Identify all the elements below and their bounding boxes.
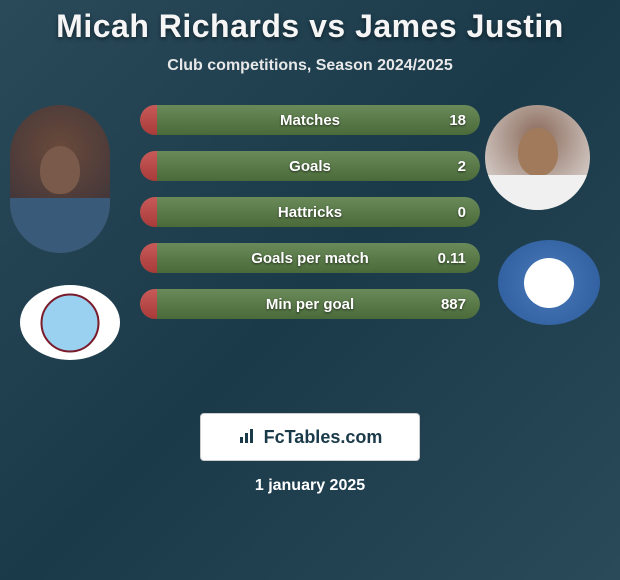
club-badge-left: [20, 285, 120, 360]
stat-label: Goals: [289, 158, 331, 175]
stat-bar-min-per-goal: Min per goal 887: [140, 289, 480, 319]
page-title: Micah Richards vs James Justin: [0, 8, 620, 45]
player-right-photo: [485, 105, 590, 210]
stat-bar-matches: Matches 18: [140, 105, 480, 135]
brand-text: FcTables.com: [264, 427, 383, 448]
club-badge-right: [498, 240, 600, 325]
stat-bar-goals: Goals 2: [140, 151, 480, 181]
chart-icon: [238, 425, 258, 450]
stat-bar-left-fill: [140, 105, 157, 135]
brand-badge: FcTables.com: [200, 413, 420, 461]
stat-bar-left-fill: [140, 289, 157, 319]
stat-value-right: 0.11: [438, 250, 466, 267]
stat-bar-left-fill: [140, 197, 157, 227]
stat-bar-left-fill: [140, 151, 157, 181]
stat-label: Matches: [280, 112, 340, 129]
player-left-photo: [10, 105, 110, 253]
stat-label: Hattricks: [278, 204, 342, 221]
stat-bar-left-fill: [140, 243, 157, 273]
stat-value-right: 2: [458, 158, 466, 175]
comparison-area: Matches 18 Goals 2 Hattricks 0 Goals per…: [0, 105, 620, 385]
page-subtitle: Club competitions, Season 2024/2025: [0, 57, 620, 75]
stat-label: Goals per match: [251, 250, 369, 267]
stat-value-right: 18: [449, 112, 466, 129]
stat-bar-hattricks: Hattricks 0: [140, 197, 480, 227]
stat-bar-goals-per-match: Goals per match 0.11: [140, 243, 480, 273]
stat-bars: Matches 18 Goals 2 Hattricks 0 Goals per…: [140, 105, 480, 319]
stat-value-right: 0: [458, 204, 466, 221]
date-text: 1 january 2025: [0, 477, 620, 495]
stat-label: Min per goal: [266, 296, 354, 313]
stat-value-right: 887: [441, 296, 466, 313]
